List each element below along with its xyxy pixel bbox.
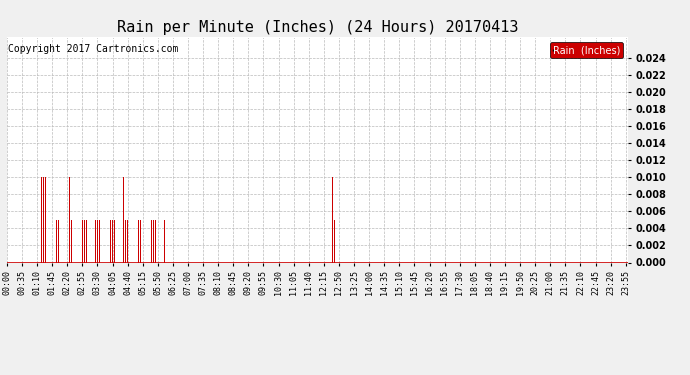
Legend: Rain  (Inches): Rain (Inches) [550,42,623,58]
Title: Rain per Minute (Inches) (24 Hours) 20170413: Rain per Minute (Inches) (24 Hours) 2017… [117,20,518,35]
Text: Copyright 2017 Cartronics.com: Copyright 2017 Cartronics.com [8,44,179,54]
